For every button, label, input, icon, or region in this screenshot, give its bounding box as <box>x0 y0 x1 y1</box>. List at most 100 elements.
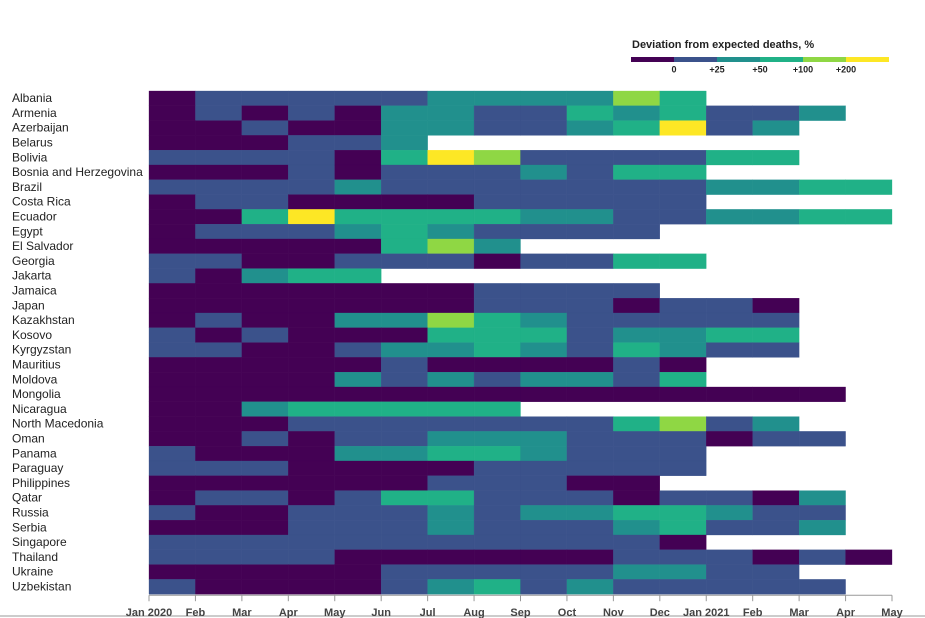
heat-cell <box>427 475 475 491</box>
heat-cell <box>195 164 243 180</box>
heat-cell <box>566 105 614 121</box>
x-tick-label: Feb <box>743 607 763 618</box>
heat-cell <box>381 283 428 299</box>
heat-cell <box>334 505 382 521</box>
legend-tick-label: +200 <box>836 64 856 74</box>
row-label: Uzbekistan <box>12 579 71 593</box>
heat-cell <box>288 209 335 225</box>
heat-cell <box>566 505 614 521</box>
heat-cell <box>473 312 521 328</box>
heat-cell <box>473 534 521 550</box>
x-tick-label: Jun <box>371 607 391 618</box>
heat-cell <box>195 401 243 417</box>
heat-cell <box>520 342 568 358</box>
x-tick-label: Oct <box>558 607 577 618</box>
heat-cell <box>334 224 382 240</box>
heat-cell <box>241 342 289 358</box>
heat-cell <box>427 164 475 180</box>
heat-cell <box>288 564 335 580</box>
heat-cell <box>381 105 428 121</box>
heat-cell <box>706 520 753 536</box>
x-tick-label: Jan 2020 <box>126 607 172 618</box>
heat-cell <box>473 283 521 299</box>
heat-cell <box>241 416 289 432</box>
heat-cell <box>334 416 382 432</box>
heat-cell <box>334 298 382 314</box>
heat-cell <box>566 416 614 432</box>
heat-cell <box>288 534 335 550</box>
heat-cell <box>334 401 382 417</box>
heat-cell <box>473 342 521 358</box>
heat-cell <box>381 312 428 328</box>
heat-cell <box>752 209 800 225</box>
heat-cell <box>334 446 382 462</box>
heat-cell <box>288 164 335 180</box>
heat-cell <box>288 105 335 121</box>
heat-cell <box>148 342 196 358</box>
heat-cell <box>798 105 846 121</box>
x-tick-label: Apr <box>279 607 299 618</box>
heat-cell <box>566 283 614 299</box>
heat-cell <box>381 534 428 550</box>
row-label: Jamaica <box>12 283 57 297</box>
heat-cell <box>473 475 521 491</box>
heat-cell <box>241 520 289 536</box>
heat-cell <box>427 194 475 210</box>
heat-cell <box>752 431 800 447</box>
heat-cell <box>473 90 521 106</box>
x-tick-label: May <box>324 607 346 618</box>
heat-cell <box>381 460 428 476</box>
heat-cell <box>381 564 428 580</box>
heat-cell <box>473 179 521 195</box>
heat-cell <box>148 150 196 166</box>
heat-cell <box>148 446 196 462</box>
heat-cell <box>520 90 568 106</box>
heat-cell <box>473 298 521 314</box>
heat-cell <box>288 135 335 151</box>
heat-cell <box>148 164 196 180</box>
heat-cell <box>520 431 568 447</box>
heat-cell <box>798 549 846 565</box>
heat-cell <box>334 386 382 402</box>
heat-cell <box>148 90 196 106</box>
heat-cell <box>520 475 568 491</box>
heat-cell <box>520 312 568 328</box>
heat-cell <box>381 431 428 447</box>
heat-cell <box>241 120 289 136</box>
heat-cell <box>613 534 660 550</box>
row-label: Serbia <box>12 520 47 534</box>
heat-cell <box>520 283 568 299</box>
x-tick-label: Mar <box>789 607 809 618</box>
heat-cell <box>566 534 614 550</box>
row-label: Kyrgyzstan <box>12 343 71 357</box>
heat-cell <box>427 579 475 595</box>
legend-tick-label: +100 <box>793 64 813 74</box>
heat-cell <box>613 120 660 136</box>
heat-cell <box>659 534 707 550</box>
heat-cell <box>473 209 521 225</box>
heat-cell <box>613 150 660 166</box>
heat-cell <box>334 268 382 284</box>
heat-cell <box>752 342 800 358</box>
heat-cell <box>566 564 614 580</box>
heat-cell <box>659 298 707 314</box>
heat-cell <box>241 386 289 402</box>
heat-cell <box>195 579 243 595</box>
heat-cell <box>427 224 475 240</box>
heat-cell <box>845 549 893 565</box>
heat-cell <box>659 164 707 180</box>
heat-cell <box>566 120 614 136</box>
heat-cell <box>288 505 335 521</box>
heat-cell <box>288 342 335 358</box>
heat-cell <box>334 135 382 151</box>
heat-cell <box>706 564 753 580</box>
heat-cell <box>520 164 568 180</box>
heat-cell <box>288 520 335 536</box>
legend-title: Deviation from expected deaths, % <box>632 39 814 51</box>
heat-cell <box>241 105 289 121</box>
heat-cell <box>195 209 243 225</box>
heat-cell <box>566 150 614 166</box>
heat-cell <box>381 164 428 180</box>
heat-cell <box>613 579 660 595</box>
heat-cell <box>520 194 568 210</box>
